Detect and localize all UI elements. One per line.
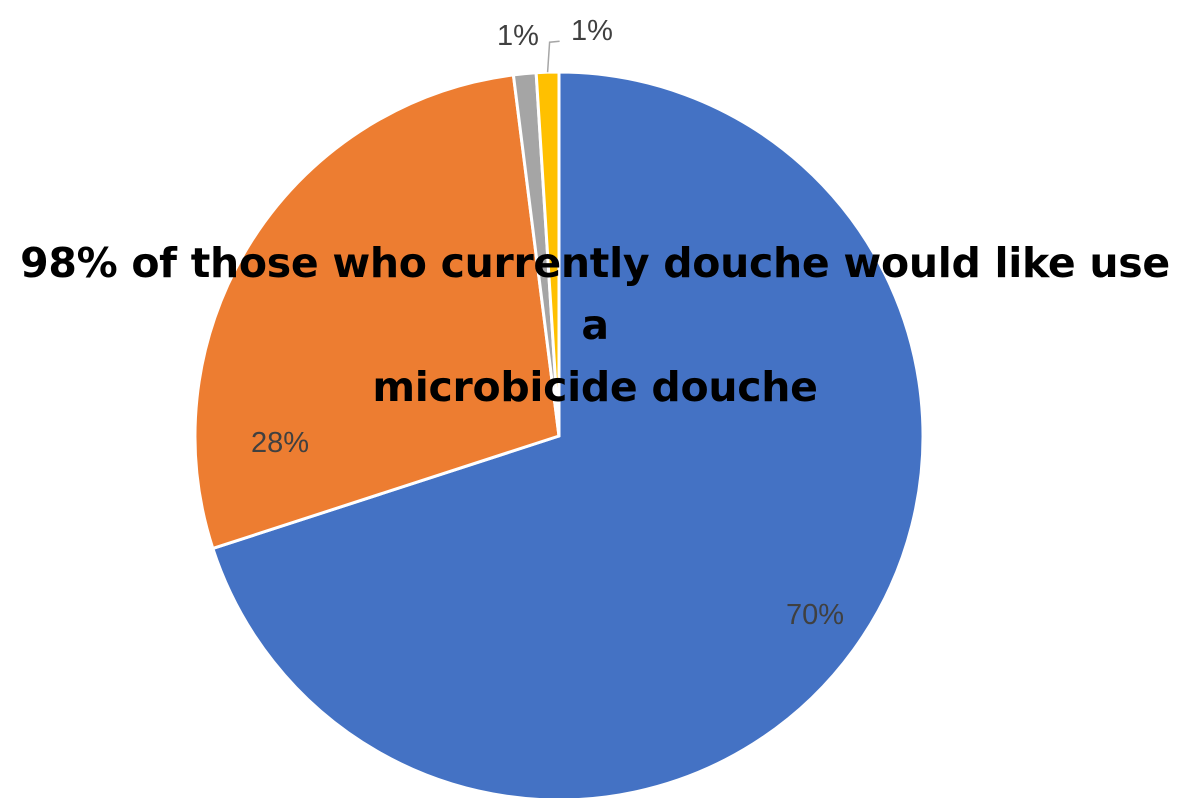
data-label-4: 1% xyxy=(571,15,613,47)
data-label-1: 70% xyxy=(786,599,844,631)
overlay-title: 98% of those who currently douche would … xyxy=(0,232,1178,418)
pie-slice-2 xyxy=(193,73,561,550)
pie-slices xyxy=(193,70,925,798)
pie-slice-1 xyxy=(211,70,925,798)
data-label-2: 28% xyxy=(251,427,309,459)
data-label-3: 1% xyxy=(497,20,539,52)
overlay-title-line-1: 98% of those who currently douche would … xyxy=(20,239,1170,349)
leader-line-4 xyxy=(546,40,560,73)
overlay-title-line-2: microbicide douche xyxy=(372,363,818,411)
leader-lines xyxy=(546,40,560,73)
data-labels: 70% 28% 1% 1% xyxy=(251,15,844,631)
